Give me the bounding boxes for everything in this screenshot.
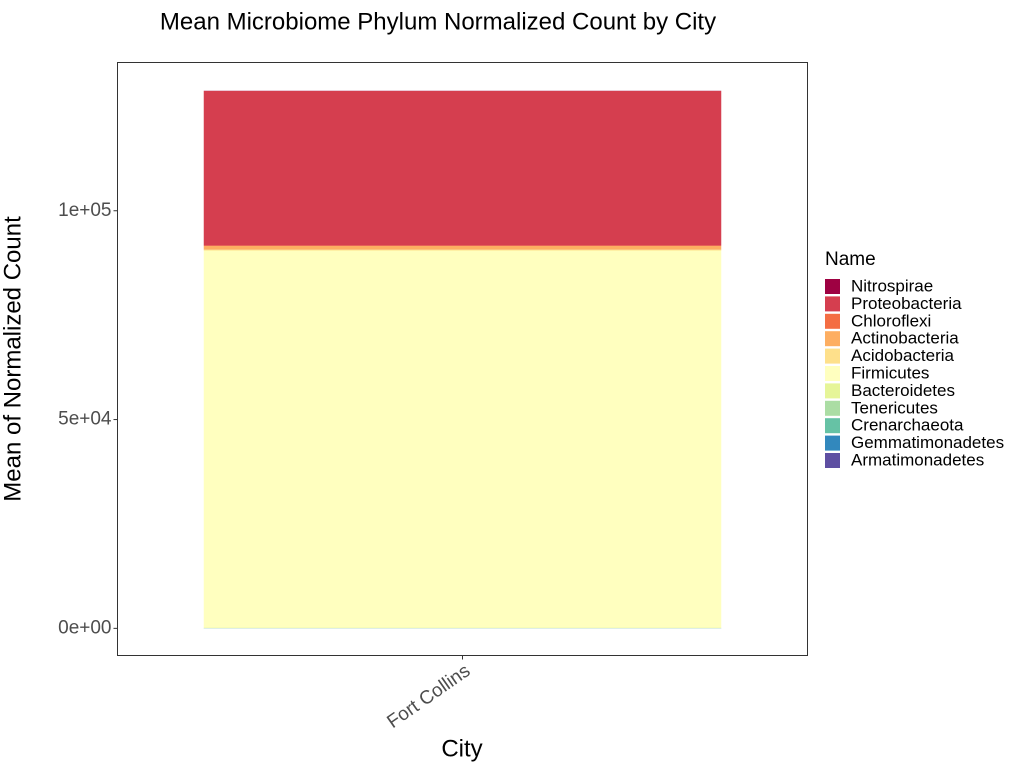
- legend-key-chloroflexi: [825, 313, 840, 329]
- legend-label-actinobacteria: Actinobacteria: [851, 329, 959, 348]
- y-tick-label: 5e+04: [58, 409, 112, 430]
- y-axis-title: Mean of Normalized Count: [0, 216, 26, 502]
- legend-key-bacteroidetes: [825, 383, 840, 399]
- legend-label-acidobacteria: Acidobacteria: [851, 346, 955, 365]
- bar-stack: [203, 90, 722, 629]
- legend-key-gemmatimonadetes: [825, 435, 840, 451]
- x-tick-label: Fort Collins: [383, 661, 474, 733]
- legend-label-armatimonadetes: Armatimonadetes: [851, 450, 984, 469]
- y-tick-label: 1e+05: [58, 200, 111, 221]
- bar-segment-firmicutes: [203, 250, 722, 628]
- chart-title: Mean Microbiome Phylum Normalized Count …: [160, 8, 716, 35]
- bar-segment-acidobacteria: [203, 249, 722, 251]
- bar-segment-actinobacteria: [203, 245, 722, 250]
- y-axis: 0e+00 5e+04 1e+05: [58, 200, 118, 638]
- legend-key-tenericutes: [825, 400, 840, 416]
- legend-label-crenarchaeota: Crenarchaeota: [851, 416, 964, 435]
- legend-key-crenarchaeota: [825, 418, 840, 434]
- legend-label-proteobacteria: Proteobacteria: [851, 294, 962, 313]
- legend-label-nitrospirae: Nitrospirae: [851, 276, 933, 295]
- x-axis: Fort Collins: [383, 655, 474, 733]
- legend: Name NitrospiraeProteobacteriaChloroflex…: [825, 249, 1004, 469]
- legend-label-bacteroidetes: Bacteroidetes: [851, 381, 955, 400]
- legend-key-firmicutes: [825, 366, 840, 381]
- legend-key-nitrospirae: [825, 279, 840, 294]
- legend-label-gemmatimonadetes: Gemmatimonadetes: [851, 433, 1004, 452]
- legend-key-proteobacteria: [825, 296, 840, 312]
- legend-label-firmicutes: Firmicutes: [851, 363, 929, 382]
- bar-segment-proteobacteria: [203, 90, 722, 246]
- legend-key-acidobacteria: [825, 348, 840, 364]
- y-tick-label: 0e+00: [58, 617, 111, 638]
- x-axis-title: City: [441, 735, 482, 762]
- legend-label-tenericutes: Tenericutes: [851, 398, 938, 417]
- legend-title: Name: [825, 249, 876, 270]
- legend-key-armatimonadetes: [825, 453, 840, 468]
- legend-key-actinobacteria: [825, 331, 840, 347]
- legend-label-chloroflexi: Chloroflexi: [851, 311, 931, 330]
